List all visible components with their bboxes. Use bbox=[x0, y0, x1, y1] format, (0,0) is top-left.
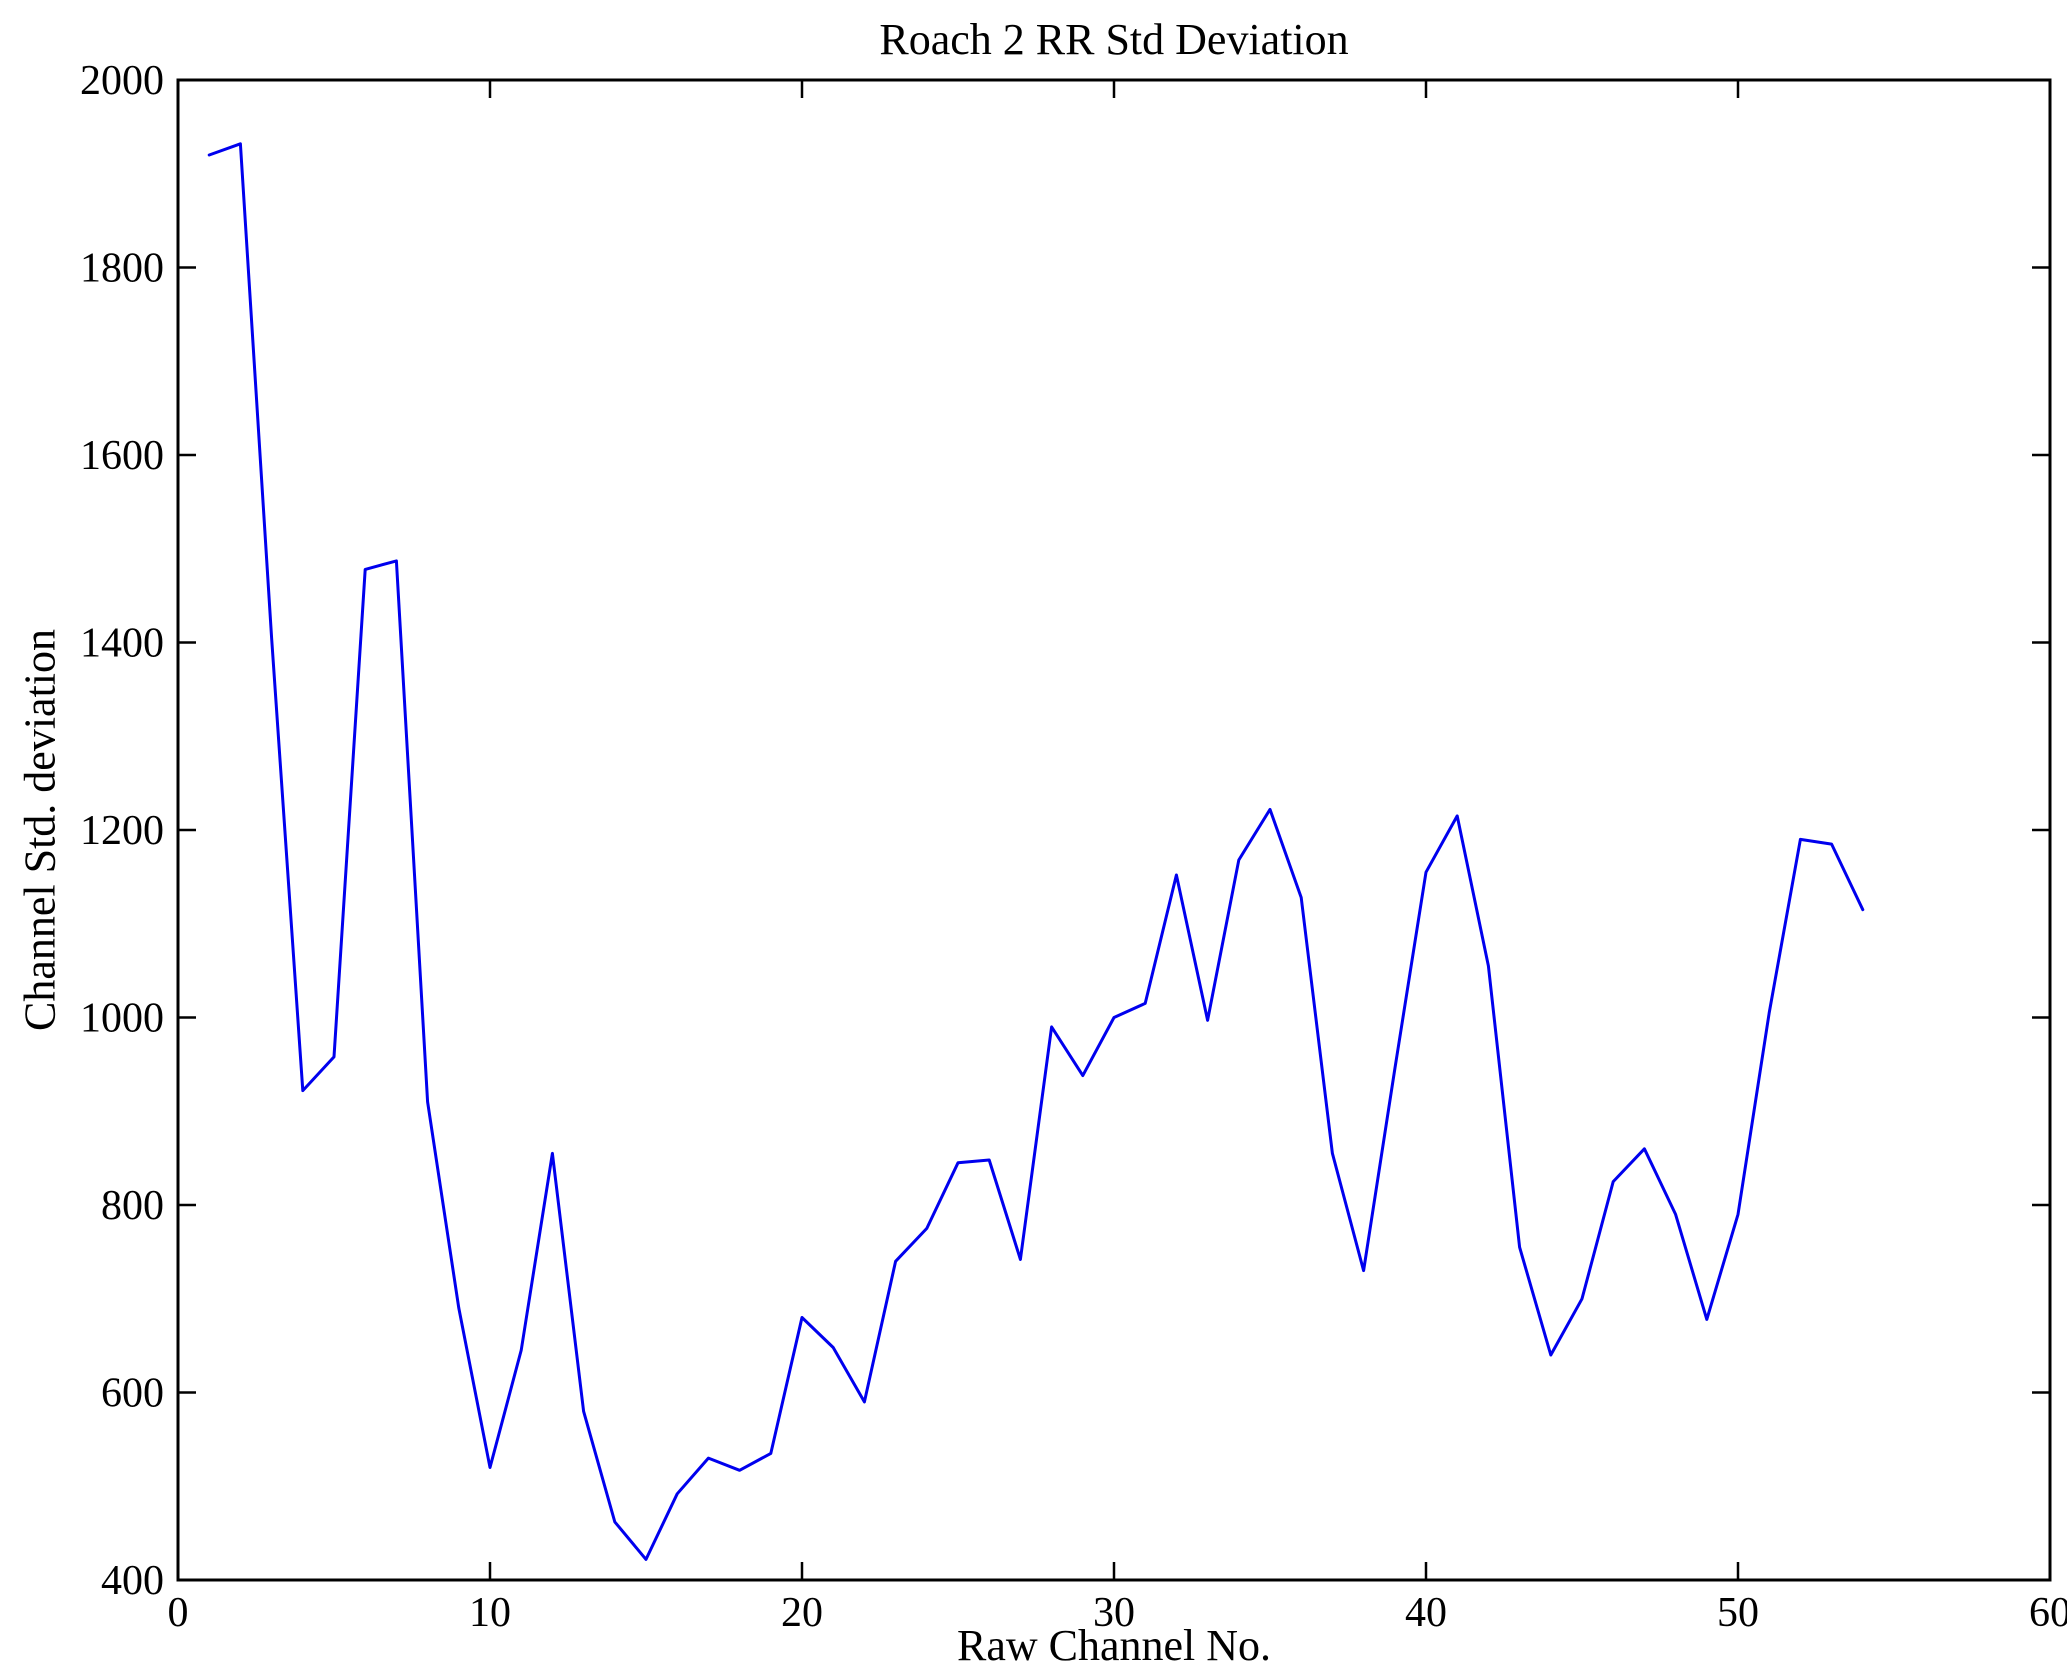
y-tick-label: 2000 bbox=[80, 58, 164, 104]
x-axis-label: Raw Channel No. bbox=[956, 1621, 1272, 1670]
x-tick-label: 60 bbox=[2029, 1590, 2067, 1636]
x-tick-label: 10 bbox=[469, 1590, 511, 1636]
y-tick-label: 1400 bbox=[80, 621, 164, 667]
y-tick-label: 800 bbox=[101, 1183, 164, 1229]
y-tick-label: 400 bbox=[101, 1558, 164, 1604]
y-tick-label: 1600 bbox=[80, 433, 164, 479]
x-tick-label: 50 bbox=[1717, 1590, 1759, 1636]
y-tick-label: 1000 bbox=[80, 996, 164, 1042]
chart-title: Roach 2 RR Std Deviation bbox=[879, 15, 1349, 64]
x-tick-label: 30 bbox=[1093, 1590, 1135, 1636]
y-tick-label: 600 bbox=[101, 1371, 164, 1417]
data-series-line bbox=[207, 142, 1865, 1561]
x-tick-label: 40 bbox=[1405, 1590, 1447, 1636]
y-axis-ticks: 400 600 800 1000 1200 1400 1600 1800 2000 bbox=[80, 58, 2050, 1604]
x-axis-ticks: 0 10 20 30 40 50 60 bbox=[168, 80, 2067, 1636]
x-tick-label: 0 bbox=[168, 1590, 189, 1636]
y-tick-label: 1200 bbox=[80, 808, 164, 854]
y-tick-label: 1800 bbox=[80, 246, 164, 292]
plot-box bbox=[176, 78, 2052, 1582]
x-tick-label: 20 bbox=[781, 1590, 823, 1636]
